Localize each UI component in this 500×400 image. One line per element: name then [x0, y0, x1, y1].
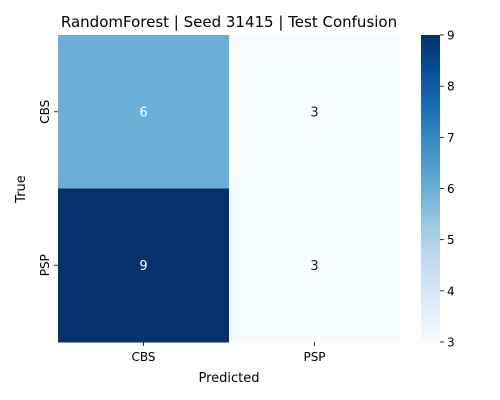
heatmap-cell [229, 35, 401, 189]
colorbar-tick-label: 7 [447, 131, 455, 145]
chart-title: RandomForest | Seed 31415 | Test Confusi… [61, 13, 397, 31]
cell-value-label: 9 [139, 259, 147, 274]
y-tick-label: CBS [38, 100, 52, 124]
cell-annotations: 6 3 9 3 [139, 105, 318, 274]
colorbar-tick-label: 5 [447, 233, 455, 247]
x-axis-ticks: CBS PSP [131, 342, 326, 364]
colorbar-ticks: 3 4 5 6 7 8 9 [440, 29, 455, 350]
colorbar-tick-label: 9 [447, 29, 455, 43]
heatmap-cell [58, 35, 230, 189]
colorbar-tick-label: 3 [447, 336, 455, 350]
x-tick-label: PSP [303, 350, 325, 364]
colorbar-tick-label: 4 [447, 284, 455, 298]
colorbar-tick-label: 8 [447, 80, 455, 94]
heatmap-cell [229, 188, 401, 343]
cell-value-label: 3 [310, 259, 318, 274]
x-tick-label: CBS [131, 350, 155, 364]
y-axis-label: True [14, 175, 29, 204]
colorbar-gradient [421, 35, 440, 342]
heatmap-cell [58, 188, 230, 343]
colorbar-tick-label: 6 [447, 182, 455, 196]
cell-value-label: 6 [139, 105, 147, 120]
cell-value-label: 3 [310, 105, 318, 120]
x-axis-label: Predicted [198, 371, 259, 386]
y-tick-label: PSP [38, 254, 52, 276]
colorbar: 3 4 5 6 7 8 9 [421, 29, 455, 350]
heatmap-cells [58, 35, 401, 343]
y-axis-ticks: CBS PSP [38, 100, 58, 276]
